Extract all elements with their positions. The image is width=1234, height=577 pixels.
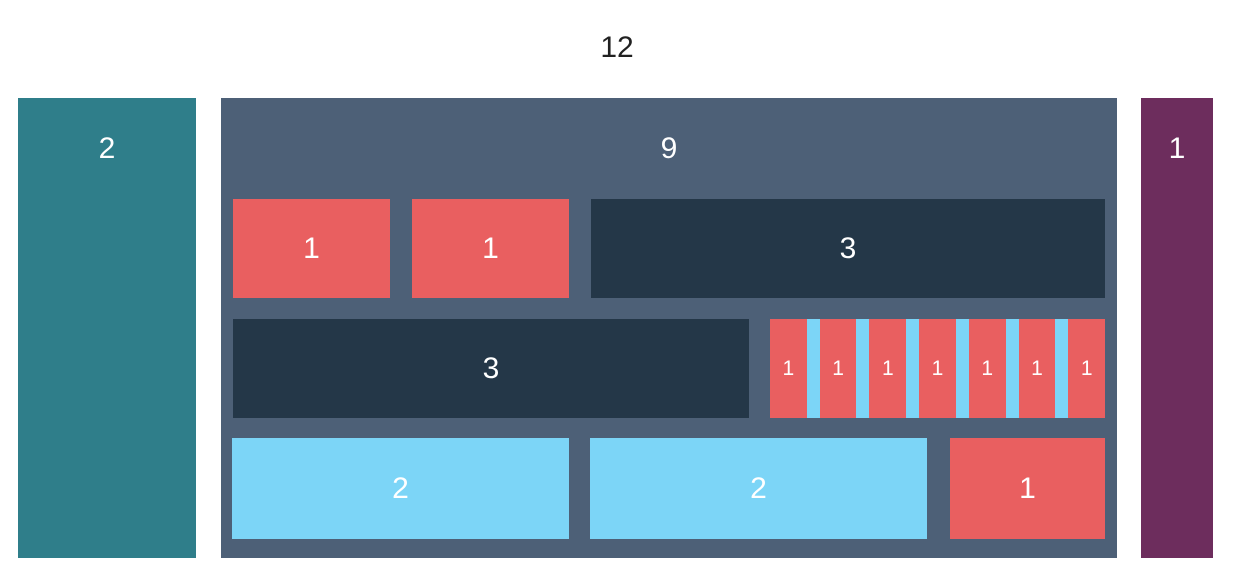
row3-sky-cell-1: 2 <box>232 438 569 539</box>
row1-navy-cell: 3 <box>591 199 1105 298</box>
stripe-cell: 1 <box>869 319 907 418</box>
row1-red-cell-1: 1 <box>233 199 390 298</box>
stripe-cell: 1 <box>1018 319 1056 418</box>
main-container-label: 9 <box>660 131 678 165</box>
left-column-label: 2 <box>98 131 116 165</box>
stripe-cell: 1 <box>819 319 857 418</box>
stripe-gutter <box>955 319 969 418</box>
stripe-gutter <box>1005 319 1019 418</box>
row2-stripe-group: 1 1 1 1 1 1 1 <box>770 319 1106 418</box>
right-column: 1 <box>1141 98 1213 558</box>
stripe-cell: 1 <box>770 319 807 418</box>
stripe-cell: 1 <box>1068 319 1106 418</box>
stripe-gutter <box>856 319 870 418</box>
row1-red-cell-2: 1 <box>412 199 569 298</box>
grid-total-label: 12 <box>600 31 634 64</box>
row3-sky-cell-2: 2 <box>590 438 927 539</box>
left-column: 2 <box>18 98 196 558</box>
stripe-cell: 1 <box>968 319 1006 418</box>
stripe-gutter <box>806 319 820 418</box>
row2-navy-cell: 3 <box>233 319 749 418</box>
right-column-label: 1 <box>1168 131 1186 165</box>
stripe-cell: 1 <box>919 319 956 418</box>
stripe-gutter <box>906 319 920 418</box>
row3-red-cell: 1 <box>950 438 1105 539</box>
main-container: 9 1 1 3 3 1 1 1 1 1 1 1 2 2 1 <box>221 98 1117 558</box>
stripe-gutter <box>1055 319 1069 418</box>
